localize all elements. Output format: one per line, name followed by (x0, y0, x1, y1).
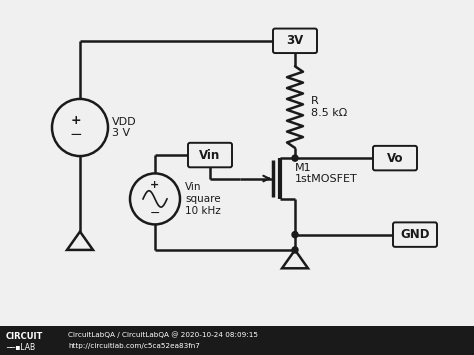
Text: Vin
square
10 kHz: Vin square 10 kHz (185, 182, 221, 215)
Text: Vin: Vin (200, 148, 220, 162)
Text: −: − (70, 127, 82, 142)
FancyBboxPatch shape (393, 222, 437, 247)
Text: GND: GND (400, 228, 430, 241)
Text: −: − (150, 207, 160, 220)
FancyBboxPatch shape (373, 146, 417, 170)
Circle shape (292, 231, 298, 238)
Circle shape (292, 247, 298, 253)
Text: Vo: Vo (387, 152, 403, 165)
Text: M1
1stMOSFET: M1 1stMOSFET (295, 163, 358, 184)
Text: +: + (150, 180, 160, 190)
Text: http://circuitlab.com/c5ca52ea83fn7: http://circuitlab.com/c5ca52ea83fn7 (68, 343, 200, 349)
FancyBboxPatch shape (273, 28, 317, 53)
Text: R
8.5 kΩ: R 8.5 kΩ (311, 96, 347, 118)
Text: CircuitLabQA / CircuitLabQA @ 2020-10-24 08:09:15: CircuitLabQA / CircuitLabQA @ 2020-10-24… (68, 332, 258, 338)
Bar (0, 327, 474, 355)
Text: +: + (71, 114, 82, 127)
Text: 3V: 3V (286, 34, 304, 47)
Text: ──▪LAB: ──▪LAB (6, 343, 35, 351)
Text: VDD
3 V: VDD 3 V (112, 117, 137, 138)
Circle shape (292, 155, 298, 161)
FancyBboxPatch shape (188, 143, 232, 167)
Text: CIRCUIT: CIRCUIT (6, 332, 44, 341)
